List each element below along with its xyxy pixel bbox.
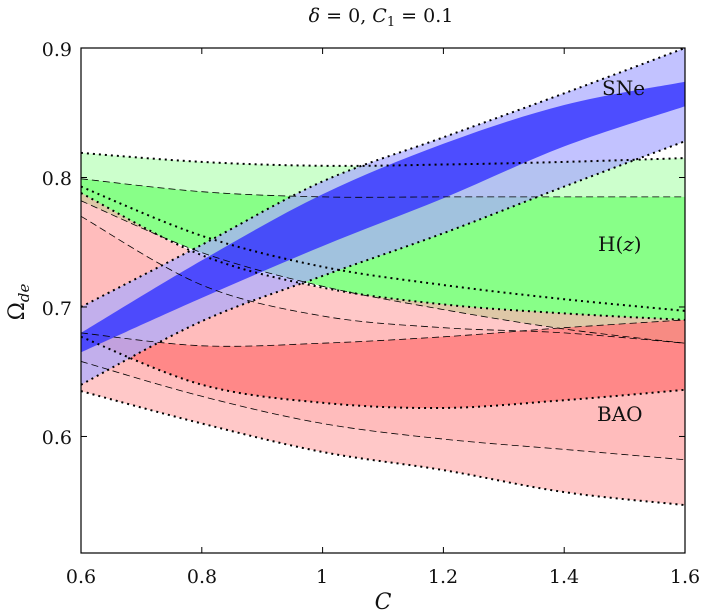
bao-inner-lower-line bbox=[81, 335, 685, 410]
hz-label-close: ) bbox=[634, 232, 642, 256]
hz-2sigma-lower-line bbox=[81, 185, 685, 312]
hz-1sigma-upper-line bbox=[81, 178, 685, 198]
y-tick-labels: 0.6 0.7 0.8 0.9 bbox=[42, 39, 72, 449]
plot-frame bbox=[80, 47, 686, 554]
y-tick-label: 0.6 bbox=[42, 427, 72, 449]
title-eq1: = 0, bbox=[320, 5, 372, 27]
bao-2sigma-upper-line bbox=[81, 192, 685, 321]
title-c: C bbox=[372, 5, 387, 27]
bao-inner-upper-line bbox=[81, 319, 685, 347]
x-tick-label: 1 bbox=[316, 566, 328, 588]
axis-ticks bbox=[80, 47, 686, 553]
hz-label-open: H( bbox=[598, 232, 623, 256]
x-tick-labels: 0.6 0.8 1 1.2 1.4 1.6 bbox=[66, 566, 700, 588]
y-axis-title-sub: de bbox=[15, 284, 33, 303]
sne-2sigma-upper-line bbox=[81, 48, 685, 308]
title-eq2: = 0.1 bbox=[395, 5, 453, 27]
bao-1sigma-lower-line bbox=[81, 361, 685, 461]
x-tick-label: 0.6 bbox=[66, 566, 96, 588]
plot-area bbox=[81, 48, 685, 507]
x-tick-label: 1.2 bbox=[428, 566, 458, 588]
x-tick-label: 0.8 bbox=[187, 566, 217, 588]
title-delta: δ bbox=[309, 5, 320, 27]
title-c-sub: 1 bbox=[387, 15, 395, 30]
y-tick-label: 0.9 bbox=[42, 39, 72, 61]
sne-label: SNe bbox=[602, 76, 645, 100]
sne-2sigma-lower-line bbox=[81, 140, 685, 386]
y-axis-title: Ωde bbox=[5, 284, 33, 321]
bao-inner-band bbox=[81, 319, 685, 409]
bao-label: BAO bbox=[597, 402, 643, 426]
x-tick-label: 1.4 bbox=[549, 566, 579, 588]
bao-1sigma-upper-line bbox=[81, 215, 685, 344]
chart-title: δ = 0, C1 = 0.1 bbox=[309, 5, 454, 30]
hz-label-var: z bbox=[622, 232, 634, 256]
y-axis-title-base: Ω bbox=[5, 302, 30, 320]
x-axis-title: C bbox=[375, 590, 392, 615]
y-tick-label: 0.7 bbox=[42, 298, 72, 320]
hz-label: H(z) bbox=[598, 232, 642, 256]
y-tick-label: 0.8 bbox=[42, 168, 72, 190]
x-tick-label: 1.6 bbox=[670, 566, 700, 588]
hz-1sigma-lower-line bbox=[81, 200, 685, 344]
sne-1sigma-band bbox=[81, 81, 685, 353]
hz-1sigma-band bbox=[81, 178, 685, 344]
